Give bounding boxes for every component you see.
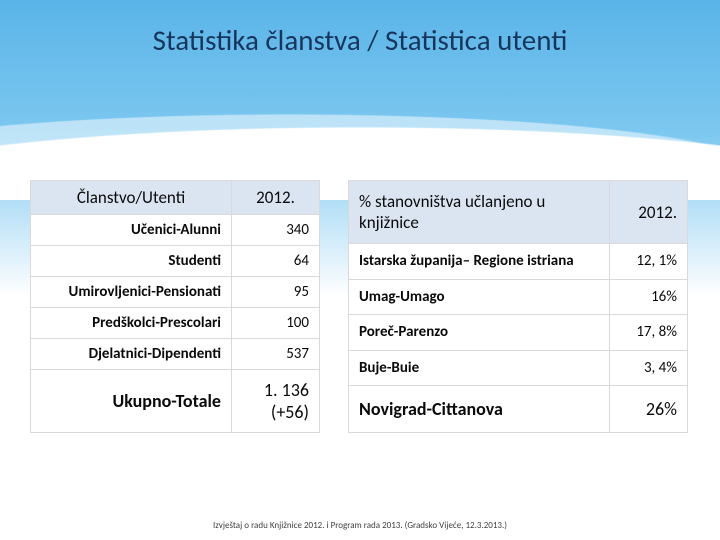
table-row: Umirovljenici-Pensionati 95 <box>31 277 320 308</box>
table2-header-right: 2012. <box>610 181 688 244</box>
table-row: Studenti 64 <box>31 246 320 277</box>
population-percent-table: % stanovništva učlanjeno u knjižnice 201… <box>348 180 688 433</box>
row-label: Djelatnici-Dipendenti <box>31 339 232 370</box>
table2-header-left: % stanovništva učlanjeno u knjižnice <box>349 181 610 244</box>
table1-header-left: Članstvo/Utenti <box>31 181 232 215</box>
row-label: Predškolci-Prescolari <box>31 308 232 339</box>
row-label: Učenici-Alunni <box>31 215 232 246</box>
table1-header-right: 2012. <box>232 181 320 215</box>
row-value: 16% <box>610 279 688 315</box>
row-value: 3, 4% <box>610 350 688 386</box>
row-value: 64 <box>232 246 320 277</box>
table-row: Predškolci-Prescolari 100 <box>31 308 320 339</box>
row-value: 1. 136 (+56) <box>232 370 320 433</box>
table-row: Djelatnici-Dipendenti 537 <box>31 339 320 370</box>
footer-source: Izvještaj o radu Knjižnice 2012. i Progr… <box>0 520 720 531</box>
row-label: Poreč-Parenzo <box>349 315 610 351</box>
row-label: Istarska županija– Regione istriana <box>349 244 610 280</box>
row-label: Umag-Umago <box>349 279 610 315</box>
table-row: Istarska županija– Regione istriana 12, … <box>349 244 688 280</box>
page-title: Statistika članstva / Statistica utenti <box>0 22 720 58</box>
row-label: Umirovljenici-Pensionati <box>31 277 232 308</box>
row-value: 17, 8% <box>610 315 688 351</box>
row-label: Buje-Buie <box>349 350 610 386</box>
table-row: Novigrad-Cittanova 26% <box>349 386 688 433</box>
row-value: 26% <box>610 386 688 433</box>
row-label: Novigrad-Cittanova <box>349 386 610 433</box>
row-value: 100 <box>232 308 320 339</box>
table-row: Poreč-Parenzo 17, 8% <box>349 315 688 351</box>
row-value: 537 <box>232 339 320 370</box>
tables-container: Članstvo/Utenti 2012. Učenici-Alunni 340… <box>30 180 690 433</box>
table-row: Buje-Buie 3, 4% <box>349 350 688 386</box>
table-row: Umag-Umago 16% <box>349 279 688 315</box>
row-label: Studenti <box>31 246 232 277</box>
table-row-total: Ukupno-Totale 1. 136 (+56) <box>31 370 320 433</box>
row-value: 340 <box>232 215 320 246</box>
row-label: Ukupno-Totale <box>31 370 232 433</box>
row-value: 12, 1% <box>610 244 688 280</box>
row-value: 95 <box>232 277 320 308</box>
membership-table: Članstvo/Utenti 2012. Učenici-Alunni 340… <box>30 180 320 433</box>
table-row: Učenici-Alunni 340 <box>31 215 320 246</box>
